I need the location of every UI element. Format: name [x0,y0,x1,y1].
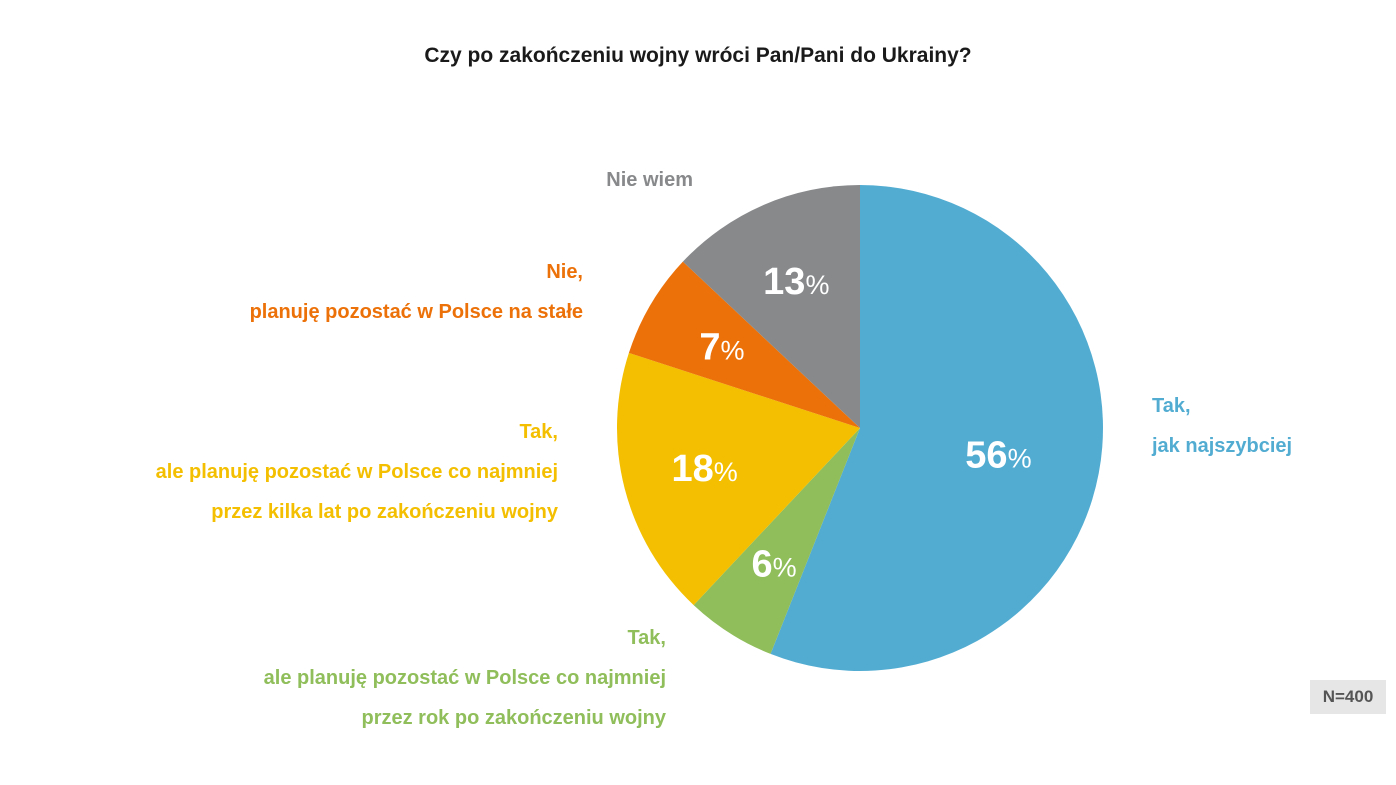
label-line: przez rok po zakończeniu wojny [361,707,667,729]
slice-tak-rok [693,428,860,654]
label-tak-rok: Tak, ale planuję pozostać w Polsce co na… [264,618,666,738]
label-line: Nie wiem [606,169,693,191]
label-nie: Nie, planuję pozostać w Polsce na stałe [250,252,583,332]
label-tak-kilka-lat: Tak, ale planuję pozostać w Polsce co na… [156,412,558,532]
label-line: przez kilka lat po zakończeniu wojny [211,501,558,523]
sample-size-badge: N=400 [1310,680,1386,714]
value-label: 13% [763,261,829,303]
label-line: ale planuję pozostać w Polsce co najmnie… [263,667,666,689]
label-line: jak najszybciej [1152,435,1293,457]
slice-nie-wiem [682,185,860,428]
label-line: Tak, [1152,395,1191,417]
label-line: Tak, [627,627,666,649]
value-label: 7% [699,326,744,368]
slice-nie [628,261,860,428]
slice-tak-jak-najszybciej [770,185,1103,671]
value-label: 6% [751,543,796,585]
value-label: 56% [965,434,1031,476]
label-tak-jak-najszybciej: Tak, jak najszybciej [1152,386,1292,466]
label-nie-wiem: Nie wiem [606,160,693,200]
label-line: ale planuję pozostać w Polsce co najmnie… [155,461,558,483]
label-line: Nie, [546,261,583,283]
value-label: 18% [672,448,738,490]
label-line: planuję pozostać w Polsce na stałe [249,301,583,323]
slice-tak-kilka-lat [616,352,860,606]
label-line: Tak, [519,421,558,443]
chart-title: Czy po zakończeniu wojny wróci Pan/Pani … [424,44,972,67]
